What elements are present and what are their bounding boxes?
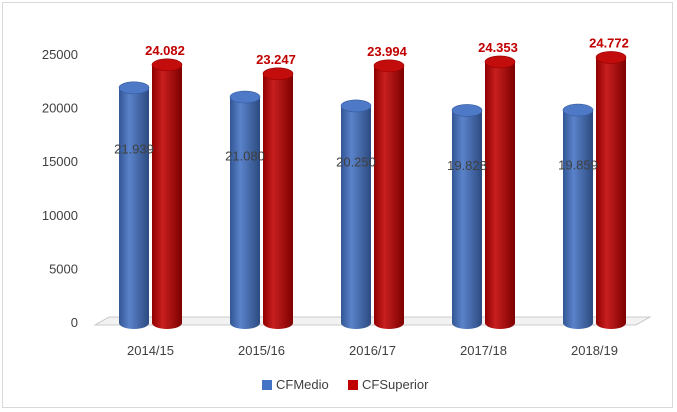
bar-cfsuperior-3	[485, 61, 515, 329]
bar-top-cfsuperior-4	[595, 51, 627, 64]
bar-cfmedio-3	[452, 110, 482, 329]
bar-cfsuperior-0	[152, 64, 182, 330]
data-label-cfsuperior: 23.247	[256, 52, 296, 67]
bar-top-cfmedio-2	[340, 99, 372, 113]
bar-top-cfmedio-1	[229, 90, 261, 104]
legend-label-cfsuperior: CFSuperior	[362, 377, 429, 392]
x-tick-label: 2016/17	[349, 343, 396, 358]
data-label-cfsuperior: 24.772	[589, 35, 629, 50]
bar-top-cfsuperior-1	[262, 67, 294, 81]
data-label-cfmedio: 21.939	[114, 142, 154, 157]
x-tick-label: 2015/16	[238, 343, 285, 358]
bar-cfmedio-2	[341, 105, 371, 329]
bar-cfsuperior-2	[374, 65, 404, 330]
data-label-cfmedio: 20.250	[336, 155, 376, 170]
y-tick-label: 20000	[42, 101, 78, 116]
bar-cfmedio-4	[563, 110, 593, 330]
legend-swatch-cfsuperior	[348, 380, 358, 390]
bar-top-cfmedio-0	[118, 81, 150, 95]
legend-swatch-cfmedio	[262, 380, 272, 390]
x-tick-label: 2018/19	[571, 343, 618, 358]
y-tick-label: 15000	[42, 154, 78, 169]
y-tick-label: 0	[71, 315, 78, 330]
data-label-cfmedio: 19.859	[558, 158, 598, 173]
bar-top-cfmedio-4	[562, 103, 594, 117]
bar-cfsuperior-1	[263, 73, 293, 329]
data-label-cfmedio: 19.828	[447, 158, 487, 173]
legend-label-cfmedio: CFMedio	[276, 377, 329, 392]
chart-frame	[2, 2, 673, 408]
x-tick-label: 2017/18	[460, 343, 507, 358]
data-label-cfsuperior: 24.082	[145, 43, 185, 58]
bar-top-cfmedio-3	[451, 104, 483, 117]
data-label-cfsuperior: 23.994	[367, 44, 408, 59]
x-tick-label: 2014/15	[127, 343, 174, 358]
bar-top-cfsuperior-0	[151, 58, 183, 72]
bar-top-cfsuperior-3	[484, 55, 516, 69]
bar-top-cfsuperior-2	[373, 59, 405, 73]
data-label-cfsuperior: 24.353	[478, 40, 518, 55]
y-tick-label: 5000	[49, 261, 78, 276]
data-label-cfmedio: 21.080	[225, 148, 265, 163]
bar-cfmedio-1	[230, 97, 260, 329]
bar-cfsuperior-4	[596, 57, 626, 330]
bar-cfmedio-0	[119, 87, 149, 329]
y-tick-label: 10000	[42, 208, 78, 223]
y-tick-label: 25000	[42, 47, 78, 62]
